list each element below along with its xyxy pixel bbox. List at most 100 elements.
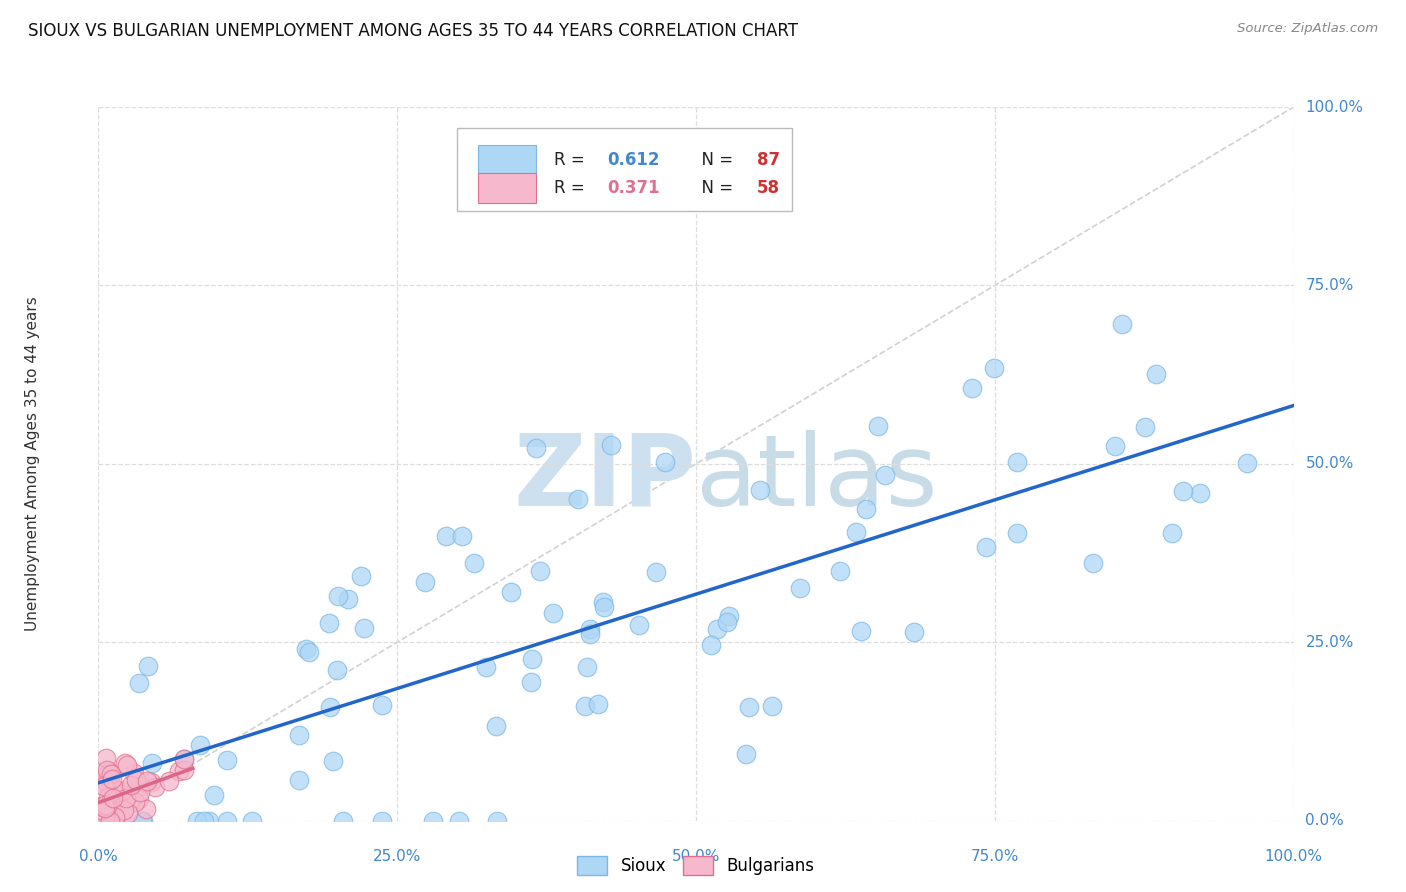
Text: 100.0%: 100.0% [1305, 100, 1364, 114]
Point [105, 787, 128, 801]
Point [1005, 526, 1028, 541]
Point [592, 600, 614, 615]
Point [353, 621, 375, 635]
Text: 75.0%: 75.0% [970, 849, 1019, 864]
Text: 0.371: 0.371 [607, 179, 661, 197]
Point [974, 540, 997, 554]
Point [486, 814, 509, 828]
Point [94, 810, 117, 824]
Point [654, 455, 676, 469]
Point [202, 788, 225, 802]
Point [1133, 420, 1156, 434]
Point [734, 747, 756, 762]
Point [94, 776, 117, 790]
Point [104, 810, 127, 824]
Text: 50.0%: 50.0% [1305, 457, 1354, 471]
Point [120, 778, 142, 792]
Point [628, 618, 651, 632]
Point [1173, 484, 1195, 499]
Point [828, 564, 851, 578]
Point [370, 814, 392, 828]
Point [501, 584, 523, 599]
Point [173, 752, 195, 766]
Point [520, 675, 543, 690]
Point [188, 739, 211, 753]
Point [104, 798, 127, 813]
Point [87, 814, 110, 828]
Point [98, 799, 121, 814]
FancyBboxPatch shape [457, 128, 792, 211]
Point [578, 626, 600, 640]
Point [136, 774, 159, 789]
Text: 0.0%: 0.0% [79, 849, 118, 864]
Point [903, 624, 925, 639]
Point [103, 782, 125, 797]
Point [94, 798, 117, 813]
Point [700, 638, 723, 652]
Point [287, 772, 309, 787]
Point [112, 803, 135, 817]
Point [567, 491, 589, 506]
Point [337, 591, 360, 606]
Point [138, 659, 160, 673]
Point [1083, 557, 1105, 571]
Point [586, 698, 609, 712]
Text: Unemployment Among Ages 35 to 44 years: Unemployment Among Ages 35 to 44 years [25, 296, 41, 632]
Point [129, 779, 152, 793]
Point [186, 814, 208, 828]
Point [866, 419, 889, 434]
Text: atlas: atlas [696, 430, 938, 526]
Point [855, 501, 877, 516]
FancyBboxPatch shape [478, 145, 536, 175]
Point [576, 659, 599, 673]
Point [97, 790, 120, 805]
Point [422, 814, 444, 828]
Point [125, 773, 148, 788]
Point [217, 814, 239, 828]
Point [110, 787, 132, 801]
Point [157, 773, 180, 788]
Point [529, 565, 551, 579]
FancyBboxPatch shape [478, 173, 536, 203]
Point [104, 788, 127, 802]
Point [463, 557, 485, 571]
Point [115, 757, 138, 772]
Point [96, 763, 118, 777]
Point [524, 441, 547, 455]
Point [97, 814, 120, 828]
Point [845, 525, 868, 540]
Point [94, 774, 117, 789]
Point [124, 795, 146, 809]
Point [173, 752, 195, 766]
Point [97, 803, 120, 817]
Point [592, 594, 614, 608]
Point [960, 381, 983, 395]
Point [131, 814, 153, 828]
Point [717, 608, 740, 623]
Point [298, 645, 321, 659]
Point [101, 772, 124, 786]
Point [114, 756, 136, 770]
Point [322, 755, 344, 769]
Point [98, 765, 121, 780]
Text: 0.612: 0.612 [607, 151, 659, 169]
Point [114, 790, 136, 805]
Point [131, 814, 153, 828]
Point [98, 814, 121, 828]
Point [93, 801, 115, 815]
Point [748, 483, 770, 497]
Point [485, 719, 508, 733]
Point [706, 622, 728, 636]
Point [240, 814, 263, 828]
Point [543, 607, 565, 621]
Point [96, 799, 118, 814]
Text: SIOUX VS BULGARIAN UNEMPLOYMENT AMONG AGES 35 TO 44 YEARS CORRELATION CHART: SIOUX VS BULGARIAN UNEMPLOYMENT AMONG AG… [28, 22, 799, 40]
Point [738, 700, 761, 714]
Point [295, 641, 318, 656]
Point [645, 565, 668, 579]
Point [93, 799, 115, 814]
Point [415, 574, 437, 589]
Point [110, 811, 132, 825]
Text: N =: N = [692, 151, 738, 169]
Text: 50.0%: 50.0% [672, 849, 720, 864]
